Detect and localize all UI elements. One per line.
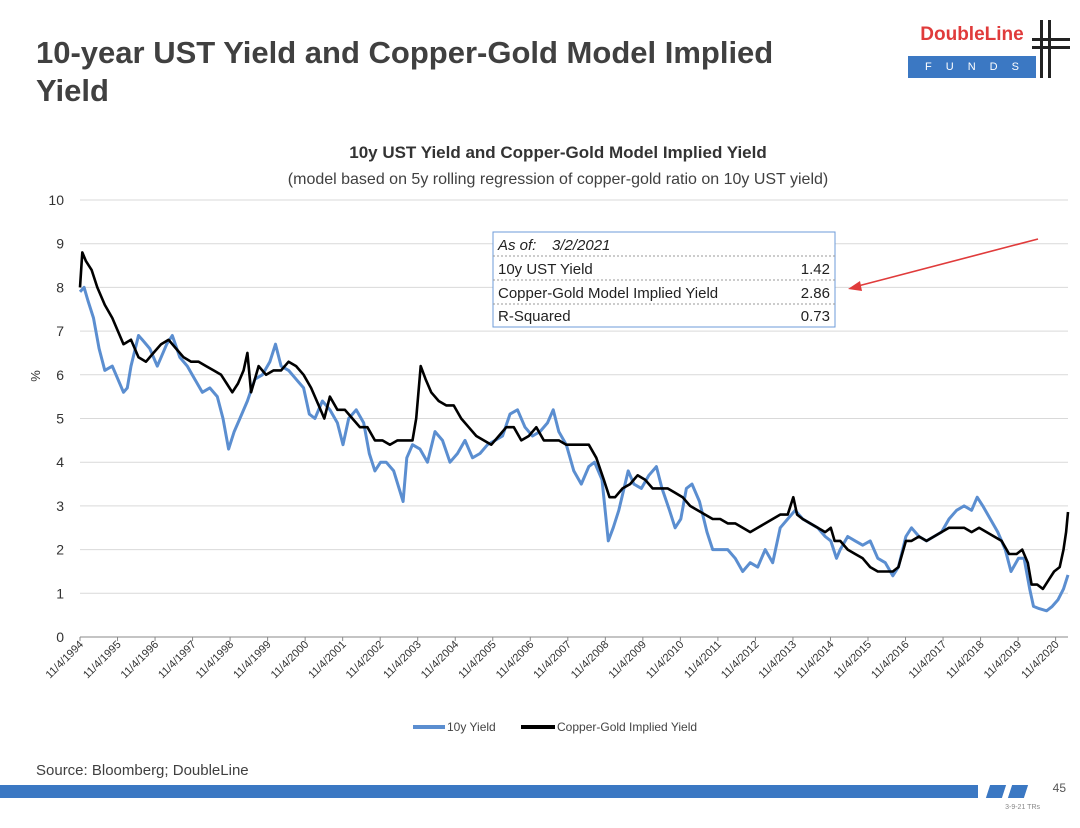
x-tick-label: 11/4/2000 xyxy=(269,639,312,682)
doubleline-logo: DoubleLine FUNDS xyxy=(908,18,1074,82)
x-tick-label: 11/4/1998 xyxy=(194,639,237,682)
x-tick-label: 11/4/1999 xyxy=(231,639,274,682)
x-tick-label: 11/4/2007 xyxy=(531,639,574,682)
x-tick-label: 11/4/2012 xyxy=(719,639,762,682)
series-line-10y-yield xyxy=(78,285,1070,613)
as-of-label: As of: xyxy=(497,237,536,254)
y-tick-label: 4 xyxy=(56,454,64,470)
x-tick-label: 11/4/2001 xyxy=(306,639,349,682)
chart: 10y UST Yield and Copper-Gold Model Impl… xyxy=(28,143,1070,734)
annotation-row-value: 1.42 xyxy=(801,261,830,278)
logo-grid-icon xyxy=(1032,18,1072,80)
y-tick-label: 3 xyxy=(56,498,64,514)
y-tick-label: 6 xyxy=(56,367,64,383)
source-note: Source: Bloomberg; DoubleLine xyxy=(36,762,249,779)
y-tick-label: 9 xyxy=(56,236,64,252)
x-tick-label: 11/4/2016 xyxy=(869,639,912,682)
x-tick-label: 11/4/2015 xyxy=(832,639,875,682)
x-tick-label: 11/4/2009 xyxy=(606,639,649,682)
y-axis-label: % xyxy=(28,370,43,382)
as-of-date: 3/2/2021 xyxy=(552,237,610,254)
annotation-row-label: Copper-Gold Model Implied Yield xyxy=(498,285,718,302)
y-tick-label: 5 xyxy=(56,411,64,427)
x-tick-label: 11/4/1994 xyxy=(44,639,87,682)
x-tick-label: 11/4/2017 xyxy=(907,639,950,682)
legend-label-copper-gold: Copper-Gold Implied Yield xyxy=(557,720,697,734)
y-tick-label: 10 xyxy=(48,192,64,208)
y-tick-label: 0 xyxy=(56,629,64,645)
logo-funds-bar: FUNDS xyxy=(908,56,1036,78)
annotation-row-label: 10y UST Yield xyxy=(498,261,593,278)
x-tick-label: 11/4/2003 xyxy=(381,639,424,682)
x-tick-label: 11/4/1997 xyxy=(156,639,199,682)
y-tick-label: 8 xyxy=(56,279,64,295)
x-tick-label: 11/4/2010 xyxy=(644,639,687,682)
legend-label-10y-yield: 10y Yield xyxy=(447,720,496,734)
y-tick-label: 2 xyxy=(56,542,64,558)
y-tick-labels: 0 1 2 3 4 5 6 7 8 9 10 xyxy=(48,192,64,645)
logo-wordmark: DoubleLine xyxy=(920,24,1024,45)
footer-bar xyxy=(0,785,978,798)
series-line-copper-gold-implied-yield xyxy=(78,251,1070,591)
x-tick-label: 11/4/2014 xyxy=(794,639,837,682)
y-tick-label: 1 xyxy=(56,585,64,601)
x-tick-label: 11/4/2008 xyxy=(569,639,612,682)
legend: 10y Yield Copper-Gold Implied Yield xyxy=(413,720,697,734)
x-tick-label: 11/4/1995 xyxy=(81,639,124,682)
x-tick-label: 11/4/1996 xyxy=(119,639,162,682)
annotation-row-value: 2.86 xyxy=(801,285,830,302)
x-tick-label: 11/4/2011 xyxy=(682,639,724,681)
x-tick-labels: 11/4/199411/4/199511/4/199611/4/199711/4… xyxy=(44,637,1062,681)
date-stamp: 3-9-21 TRs xyxy=(1005,804,1040,811)
annotation-row-label: R-Squared xyxy=(498,308,571,325)
x-tick-label: 11/4/2013 xyxy=(757,639,800,682)
chart-title: 10y UST Yield and Copper-Gold Model Impl… xyxy=(349,143,767,162)
x-tick-label: 11/4/2006 xyxy=(494,639,537,682)
series-layer xyxy=(78,251,1070,613)
annotation-box: As of: 3/2/2021 10y UST Yield 1.42 Coppe… xyxy=(492,231,836,328)
y-tick-label: 7 xyxy=(56,323,64,339)
footer-block xyxy=(1007,785,1029,798)
x-tick-label: 11/4/2018 xyxy=(944,639,987,682)
page-number: 45 xyxy=(1052,781,1066,795)
footer-block xyxy=(985,785,1007,798)
annotation-row-value: 0.73 xyxy=(801,308,830,325)
x-tick-label: 11/4/2005 xyxy=(456,639,499,682)
x-tick-label: 11/4/2002 xyxy=(344,639,387,682)
slide-title: 10-year UST Yield and Copper-Gold Model … xyxy=(36,35,774,108)
annotation-arrow xyxy=(848,238,1039,291)
x-tick-label: 11/4/2004 xyxy=(419,639,462,682)
chart-subtitle: (model based on 5y rolling regression of… xyxy=(288,171,828,188)
x-tick-label: 11/4/2019 xyxy=(982,639,1025,682)
x-tick-label: 11/4/2020 xyxy=(1019,639,1062,682)
